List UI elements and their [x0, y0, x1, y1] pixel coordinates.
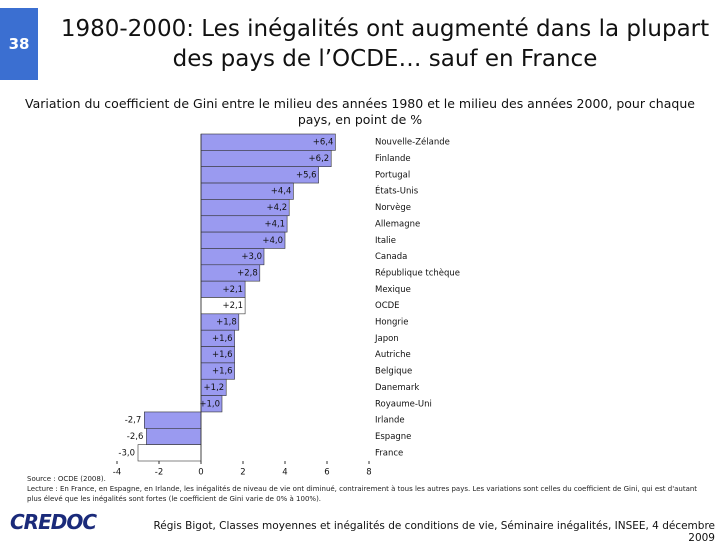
bar: [137, 444, 202, 462]
category-label: Mexique: [375, 285, 411, 295]
category-label: Italie: [375, 236, 396, 246]
x-tick-label: 0: [198, 468, 203, 478]
x-tick-label: -2: [155, 468, 163, 478]
category-label: Japon: [374, 334, 399, 344]
chart-title: Variation du coefficient de Gini entre l…: [25, 96, 695, 127]
category-label: Finlande: [375, 154, 411, 164]
value-label: +4,1: [264, 219, 285, 229]
value-label: +2,1: [222, 285, 243, 295]
value-label: +3,0: [241, 252, 262, 262]
note: Lecture : En France, en Espagne, en Irla…: [27, 485, 698, 503]
x-tick-label: -4: [113, 468, 121, 478]
category-label: Nouvelle-Zélande: [375, 137, 450, 148]
bar: [146, 427, 202, 445]
value-label: -2,6: [127, 432, 144, 442]
category-label: Portugal: [375, 170, 410, 180]
category-label: Royaume-Uni: [375, 399, 432, 409]
value-label: +2,1: [222, 301, 243, 311]
logo: CREDOC: [10, 510, 97, 534]
category-label: Irlande: [375, 416, 405, 426]
x-tick-label: 4: [282, 468, 287, 478]
category-label: Hongrie: [375, 318, 408, 328]
value-label: +1,6: [212, 367, 233, 377]
source-note: Source : OCDE (2008). Lecture : En France…: [27, 474, 707, 504]
value-label: +1,0: [199, 399, 220, 409]
category-label: Belgique: [375, 367, 412, 377]
value-label: +6,2: [309, 154, 330, 164]
category-label: Allemagne: [375, 219, 420, 229]
footer-text: Régis Bigot, Classes moyennes et inégali…: [153, 520, 715, 544]
value-label: +1,2: [204, 383, 225, 393]
bar: [144, 411, 202, 429]
category-label: OCDE: [375, 301, 400, 311]
x-tick-label: 2: [240, 468, 245, 478]
value-label: +1,8: [216, 318, 237, 328]
value-label: +1,6: [212, 334, 233, 344]
category-label: États-Unis: [375, 185, 419, 197]
value-label: +6,4: [313, 138, 334, 148]
value-label: -2,7: [125, 416, 142, 426]
value-label: +1,6: [212, 350, 233, 360]
category-label: France: [375, 448, 403, 458]
x-tick-label: 8: [366, 468, 371, 478]
value-label: +5,6: [296, 170, 317, 180]
category-label: Danemark: [375, 383, 419, 393]
category-label: Norvège: [375, 202, 411, 213]
slide-number: 38: [0, 8, 38, 80]
value-label: +4,4: [271, 187, 292, 197]
value-label: -3,0: [118, 448, 135, 458]
value-label: +4,0: [262, 236, 283, 246]
value-label: +2,8: [237, 268, 258, 278]
slide-title: 1980-2000: Les inégalités ont augmenté d…: [60, 16, 710, 72]
category-label: Canada: [375, 252, 407, 262]
source: Source : OCDE (2008).: [27, 475, 106, 483]
category-label: République tchèque: [375, 267, 460, 278]
value-label: +4,2: [267, 203, 288, 213]
category-label: Espagne: [375, 432, 411, 442]
x-tick-label: 6: [324, 468, 329, 478]
category-label: Autriche: [375, 350, 411, 360]
